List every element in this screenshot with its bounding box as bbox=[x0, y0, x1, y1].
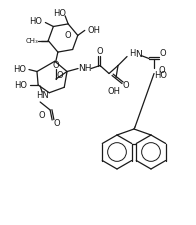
Text: H: H bbox=[129, 49, 135, 58]
Text: HN: HN bbox=[36, 90, 49, 99]
Text: CH₃: CH₃ bbox=[25, 38, 38, 44]
Text: O: O bbox=[54, 119, 60, 128]
Text: O: O bbox=[158, 66, 165, 75]
Text: NH: NH bbox=[78, 64, 92, 73]
Text: HO: HO bbox=[154, 71, 168, 80]
Text: O: O bbox=[97, 47, 103, 56]
Text: O: O bbox=[57, 72, 63, 81]
Text: O: O bbox=[39, 112, 45, 121]
Text: HO: HO bbox=[53, 9, 66, 18]
Text: O: O bbox=[123, 81, 129, 90]
Text: N: N bbox=[135, 50, 141, 59]
Text: O: O bbox=[53, 61, 59, 70]
Text: OH: OH bbox=[88, 26, 101, 35]
Text: OH: OH bbox=[108, 87, 121, 96]
Text: O: O bbox=[160, 49, 166, 58]
Text: HO: HO bbox=[14, 81, 27, 90]
Text: HO: HO bbox=[13, 65, 26, 74]
Text: O: O bbox=[65, 32, 71, 40]
Text: HO: HO bbox=[29, 17, 42, 26]
